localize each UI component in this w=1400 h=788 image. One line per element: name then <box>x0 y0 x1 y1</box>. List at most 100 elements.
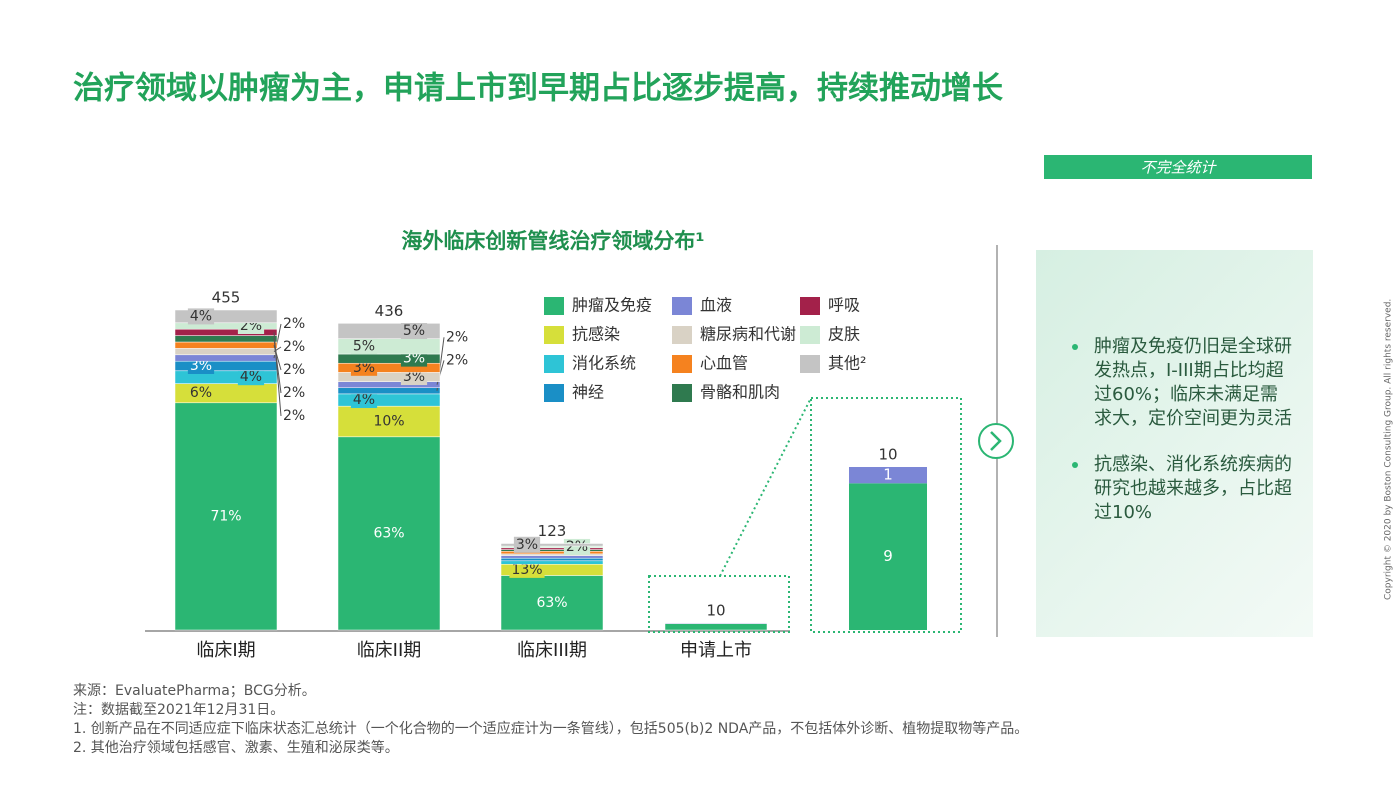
bullets: 肿瘤及免疫仍旧是全球研发热点，I-III期占比均超过60%；临床未满足需求大，定… <box>1070 335 1295 547</box>
bar-segment <box>500 575 604 631</box>
slide-title: 治疗领域以肿瘤为主，申请上市到早期占比逐步提高，持续推动增长 <box>73 71 1003 107</box>
legend-swatch <box>672 297 692 315</box>
bar-segment <box>500 555 604 559</box>
value-label: 2% <box>283 316 305 332</box>
value-label: 2% <box>283 408 305 424</box>
bar-segment <box>664 623 768 631</box>
label-box <box>187 385 215 402</box>
tag-box <box>1044 155 1312 179</box>
bar-segment <box>337 405 441 438</box>
legend-label: 肿瘤及免疫 <box>572 296 652 315</box>
note: 2. 其他治疗领域包括感官、激素、生殖和泌尿类等。 <box>73 740 399 756</box>
legend-swatch <box>544 384 564 402</box>
legend-swatch <box>800 326 820 344</box>
legend-swatch <box>800 297 820 315</box>
total-label: 10 <box>706 601 725 619</box>
value-label: 3% <box>190 358 212 374</box>
value-label: 63% <box>536 595 567 611</box>
note: 1. 创新产品在不同适应症下临床状态汇总统计（一个化合物的一个适应症计为一条管线… <box>73 721 1029 737</box>
zoom-label: 1 <box>883 466 893 484</box>
bar-segment <box>174 354 278 362</box>
legend-label: 消化系统 <box>572 354 636 373</box>
legend-swatch <box>672 355 692 373</box>
arrow <box>990 431 1002 451</box>
label-box <box>350 338 378 355</box>
legend-swatch <box>672 384 692 402</box>
legend-label: 抗感染 <box>572 325 620 344</box>
label-box <box>400 350 428 367</box>
value-label: 5% <box>353 338 375 354</box>
value-label: 10% <box>373 413 404 429</box>
value-label: 6% <box>190 385 212 401</box>
bar-segment <box>174 341 278 349</box>
leader-line <box>273 332 282 417</box>
value-label: 2% <box>283 339 305 355</box>
zoom-total: 10 <box>878 446 897 464</box>
bar-segment <box>174 402 278 631</box>
value-label: 63% <box>373 525 404 541</box>
label-box <box>400 323 428 340</box>
legend-label: 心血管 <box>700 354 748 373</box>
zoom-label: 9 <box>883 547 893 565</box>
legend-swatch <box>544 297 564 315</box>
label-box <box>237 369 265 386</box>
value-label: 2% <box>446 352 468 368</box>
label-box <box>187 358 215 374</box>
note: 注：数据截至2021年12月31日。 <box>73 702 285 718</box>
label-box <box>187 308 215 325</box>
legend-label: 骨骼和肌肉 <box>700 383 780 402</box>
label-box <box>509 561 545 578</box>
x-tick-label: 临床III期 <box>517 640 587 661</box>
value-label: 5% <box>403 323 425 339</box>
label-box <box>350 359 378 376</box>
bar-segment <box>664 622 768 624</box>
legend-swatch <box>800 355 820 373</box>
legend-swatch <box>544 326 564 344</box>
value-label: 3% <box>516 537 538 553</box>
total-label: 123 <box>538 522 567 540</box>
legend-label: 呼吸 <box>828 296 860 315</box>
bar-segment <box>174 335 278 343</box>
total-label: 436 <box>375 302 404 320</box>
bar-segment <box>500 557 604 562</box>
legend-label: 其他² <box>828 354 866 373</box>
bar-segment <box>337 436 441 631</box>
value-label: 2% <box>283 385 305 401</box>
value-label: 4% <box>353 392 375 408</box>
bar-segment <box>500 543 604 547</box>
value-label: 3% <box>403 351 425 367</box>
bar-segment <box>500 560 604 565</box>
legend-label: 血液 <box>700 296 732 315</box>
zoom-source <box>648 575 790 633</box>
value-label: 4% <box>240 369 262 385</box>
value-label: 2% <box>446 329 468 345</box>
bar-segment <box>174 348 278 356</box>
value-label: 2% <box>566 539 588 555</box>
label-box <box>400 369 428 386</box>
zoom-segment <box>849 467 927 484</box>
footnotes: 来源：EvaluatePharma；BCG分析。 注：数据截至2021年12月31… <box>73 682 1028 758</box>
zoom-connector <box>719 397 812 577</box>
label-box <box>350 392 378 409</box>
tag: 不完全统计 <box>1140 159 1217 177</box>
bar-segment <box>337 387 441 395</box>
x-tick-label: 临床II期 <box>357 640 422 661</box>
value-label: 2% <box>283 362 305 378</box>
bullet: 抗感染、消化系统疾病的研究也越来越多，占比超过10% <box>1070 453 1295 525</box>
note: 来源：EvaluatePharma；BCG分析。 <box>73 683 316 699</box>
value-label: 3% <box>403 369 425 385</box>
value-label: 13% <box>511 562 542 578</box>
value-label: 71% <box>210 508 241 524</box>
x-tick-label: 临床I期 <box>196 640 255 661</box>
x-tick-label: 申请上市 <box>680 640 752 661</box>
zoom-frame <box>810 397 962 633</box>
label-box <box>563 538 591 555</box>
value-label: 4% <box>190 308 212 324</box>
zoom-segment <box>849 483 927 630</box>
legend-swatch <box>544 355 564 373</box>
legend-label: 皮肤 <box>828 325 860 344</box>
legend-swatch <box>672 326 692 344</box>
copyright: Copyright © 2020 by Boston Consulting Gr… <box>1384 299 1394 600</box>
